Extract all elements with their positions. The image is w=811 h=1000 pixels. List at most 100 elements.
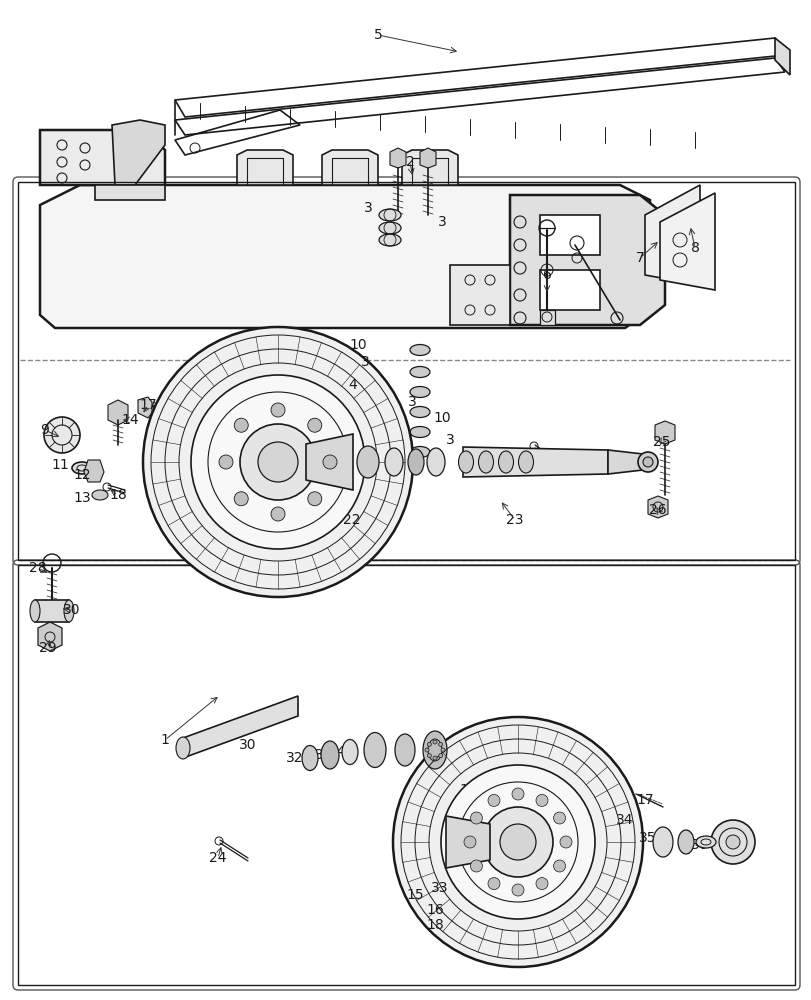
Circle shape xyxy=(424,748,428,752)
Ellipse shape xyxy=(64,600,74,622)
Text: 24: 24 xyxy=(541,448,558,462)
Circle shape xyxy=(710,820,754,864)
Circle shape xyxy=(463,836,475,848)
Text: 3: 3 xyxy=(445,433,454,447)
Circle shape xyxy=(143,327,413,597)
Ellipse shape xyxy=(410,446,430,458)
Ellipse shape xyxy=(410,386,430,397)
Text: 17: 17 xyxy=(139,398,157,412)
Polygon shape xyxy=(401,150,457,185)
Text: 30: 30 xyxy=(239,738,256,752)
Text: 35: 35 xyxy=(638,831,656,845)
Ellipse shape xyxy=(458,451,473,473)
Polygon shape xyxy=(539,310,554,325)
Text: 1: 1 xyxy=(161,733,169,747)
Polygon shape xyxy=(40,185,649,328)
Polygon shape xyxy=(306,434,353,490)
Text: 29: 29 xyxy=(39,641,57,655)
Text: 33: 33 xyxy=(431,881,448,895)
Text: 3: 3 xyxy=(407,395,416,409)
Ellipse shape xyxy=(517,888,534,912)
Bar xyxy=(539,215,599,255)
Circle shape xyxy=(432,756,436,760)
Circle shape xyxy=(535,878,547,890)
Polygon shape xyxy=(462,447,607,477)
Text: 14: 14 xyxy=(121,413,139,427)
Circle shape xyxy=(440,748,444,752)
Polygon shape xyxy=(95,185,165,200)
Polygon shape xyxy=(389,148,406,168)
Ellipse shape xyxy=(427,448,444,476)
Text: 30: 30 xyxy=(63,603,80,617)
Text: 3: 3 xyxy=(363,201,372,215)
Polygon shape xyxy=(182,696,298,758)
Polygon shape xyxy=(607,450,642,474)
Circle shape xyxy=(560,836,571,848)
Text: 3: 3 xyxy=(360,355,369,369)
Circle shape xyxy=(432,740,436,744)
Text: 21: 21 xyxy=(314,511,332,525)
Circle shape xyxy=(219,455,233,469)
Text: 34: 34 xyxy=(328,745,346,759)
Text: 34: 34 xyxy=(616,813,633,827)
Ellipse shape xyxy=(379,209,401,221)
Ellipse shape xyxy=(72,462,92,474)
Text: 23: 23 xyxy=(505,513,523,527)
Ellipse shape xyxy=(379,234,401,246)
Text: 25: 25 xyxy=(652,435,670,449)
Ellipse shape xyxy=(30,600,40,622)
Circle shape xyxy=(44,417,80,453)
Text: 2: 2 xyxy=(406,155,414,169)
Text: 28: 28 xyxy=(29,561,47,575)
Polygon shape xyxy=(654,421,674,444)
Polygon shape xyxy=(774,38,789,75)
Ellipse shape xyxy=(379,222,401,234)
Text: 9: 9 xyxy=(41,423,49,437)
Ellipse shape xyxy=(407,449,423,475)
Ellipse shape xyxy=(176,737,190,759)
Circle shape xyxy=(271,507,285,521)
Text: 19: 19 xyxy=(458,783,476,797)
Polygon shape xyxy=(138,397,152,418)
Ellipse shape xyxy=(695,836,715,848)
Polygon shape xyxy=(419,148,436,168)
Ellipse shape xyxy=(652,827,672,857)
Polygon shape xyxy=(449,265,509,325)
Circle shape xyxy=(553,812,565,824)
Ellipse shape xyxy=(320,741,338,769)
Text: 15: 15 xyxy=(406,888,423,902)
Circle shape xyxy=(427,742,431,746)
Polygon shape xyxy=(112,120,165,185)
Text: 5: 5 xyxy=(373,28,382,42)
Ellipse shape xyxy=(341,739,358,764)
Circle shape xyxy=(234,492,248,506)
Text: 36: 36 xyxy=(690,838,708,852)
Circle shape xyxy=(642,457,652,467)
Text: 10: 10 xyxy=(432,411,450,425)
Circle shape xyxy=(393,717,642,967)
Ellipse shape xyxy=(423,731,446,769)
Circle shape xyxy=(271,403,285,417)
Text: 10: 10 xyxy=(349,338,367,352)
Text: 22: 22 xyxy=(343,513,360,527)
Circle shape xyxy=(440,765,594,919)
Polygon shape xyxy=(237,150,293,185)
Text: 18: 18 xyxy=(109,488,127,502)
Text: 32: 32 xyxy=(286,751,303,765)
Polygon shape xyxy=(40,130,165,185)
Circle shape xyxy=(191,375,365,549)
Ellipse shape xyxy=(357,446,379,478)
Polygon shape xyxy=(445,816,489,868)
Text: 6: 6 xyxy=(542,268,551,282)
Bar xyxy=(35,600,69,622)
Polygon shape xyxy=(84,460,104,482)
Ellipse shape xyxy=(410,426,430,438)
Text: 24: 24 xyxy=(209,851,226,865)
Text: 8: 8 xyxy=(689,241,698,255)
Text: 7: 7 xyxy=(635,251,644,265)
Circle shape xyxy=(438,742,442,746)
Circle shape xyxy=(307,418,321,432)
Text: 20: 20 xyxy=(291,503,308,517)
Text: 18: 18 xyxy=(426,918,444,932)
Ellipse shape xyxy=(677,830,693,854)
